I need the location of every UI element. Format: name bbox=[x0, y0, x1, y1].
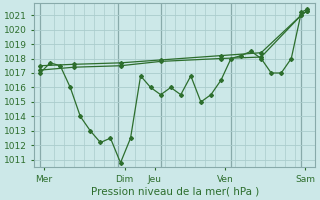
X-axis label: Pression niveau de la mer( hPa ): Pression niveau de la mer( hPa ) bbox=[91, 187, 259, 197]
